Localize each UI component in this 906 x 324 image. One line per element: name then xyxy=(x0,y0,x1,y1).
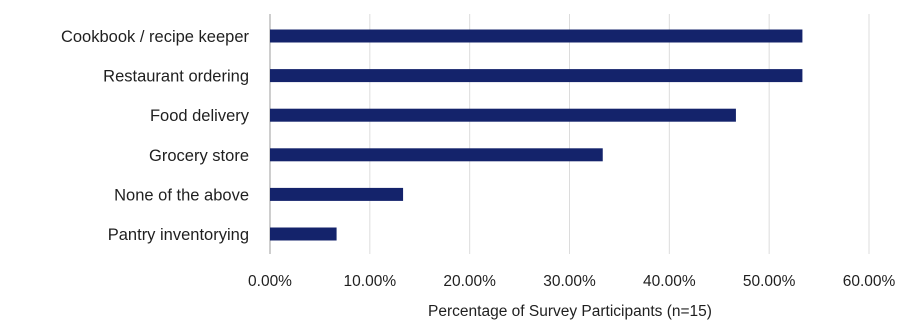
category-label: Pantry inventorying xyxy=(108,226,249,244)
bar xyxy=(270,108,736,122)
bar xyxy=(270,187,404,201)
x-tick-label: 40.00% xyxy=(643,273,696,290)
category-labels: Cookbook / recipe keeper Restaurant order… xyxy=(61,28,250,244)
category-label: Restaurant ordering xyxy=(103,68,249,86)
x-tick-labels: 0.00% 10.00% 20.00% 30.00% 40.00% 50.00% 60.00… xyxy=(248,273,895,290)
bar xyxy=(270,148,603,162)
x-tick-label: 10.00% xyxy=(344,273,397,290)
bar xyxy=(270,29,803,43)
x-tick-label: 0.00% xyxy=(248,273,292,290)
category-label: Cookbook / recipe keeper xyxy=(61,28,250,46)
category-label: None of the above xyxy=(114,186,249,204)
x-tick-label: 30.00% xyxy=(543,273,596,290)
x-tick-label: 50.00% xyxy=(743,273,796,290)
bars xyxy=(270,29,803,241)
x-tick-label: 20.00% xyxy=(443,273,496,290)
gridlines xyxy=(269,14,870,254)
category-label: Grocery store xyxy=(149,147,249,165)
bar xyxy=(270,69,803,83)
x-tick-label: 60.00% xyxy=(843,273,896,290)
category-label: Food delivery xyxy=(150,107,250,125)
bar xyxy=(270,227,337,241)
x-axis-title: Percentage of Survey Participants (n=15) xyxy=(428,303,712,320)
